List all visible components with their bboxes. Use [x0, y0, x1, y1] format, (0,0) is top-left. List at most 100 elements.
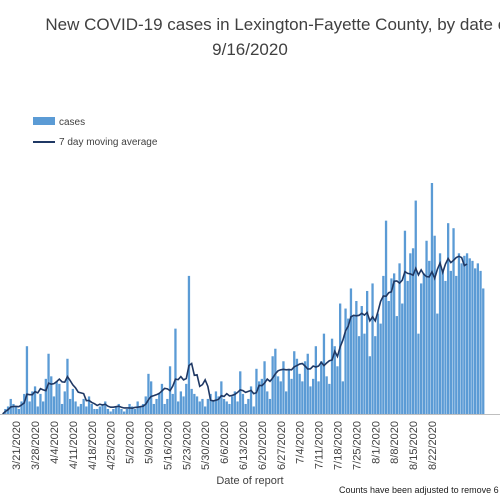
bar-cases	[263, 361, 266, 414]
bar-cases	[457, 253, 461, 414]
chart-title-line2: 9/16/2020	[212, 40, 288, 59]
bar-cases	[368, 356, 371, 414]
x-tick-label: 4/25/2020	[106, 421, 118, 470]
bar-cases	[147, 373, 150, 414]
bar-cases	[125, 408, 128, 414]
bar-cases	[474, 268, 477, 414]
bar-cases	[306, 353, 309, 414]
bar-cases	[476, 263, 479, 414]
bar-cases	[228, 403, 231, 414]
bar-cases	[217, 396, 220, 414]
bar-cases	[468, 258, 471, 414]
bar-cases	[63, 391, 66, 414]
bar-cases	[417, 333, 420, 414]
bar-cases	[212, 401, 215, 414]
bar-cases	[276, 376, 280, 414]
bar-cases	[71, 388, 74, 414]
x-tick-label: 8/22/2020	[427, 421, 439, 470]
bar-cases	[382, 275, 385, 414]
bar-cases	[452, 228, 455, 414]
bar-cases	[295, 358, 299, 414]
bar-cases	[330, 338, 334, 414]
legend: cases 7 day moving average	[33, 117, 158, 148]
bar-cases	[349, 288, 353, 414]
bar-cases	[239, 371, 242, 414]
bar-cases	[411, 248, 415, 414]
bar-cases	[314, 346, 317, 414]
x-tick-label: 5/2/2020	[125, 421, 137, 464]
bar-cases	[433, 235, 436, 414]
x-tick-label: 8/1/2020	[370, 421, 382, 464]
x-tick-label: 7/25/2020	[351, 421, 363, 470]
bar-cases	[36, 406, 39, 414]
bar-cases	[363, 333, 366, 414]
bar-cases	[395, 316, 398, 414]
bar-cases	[171, 393, 174, 414]
bar-cases	[347, 318, 350, 414]
bar-cases	[268, 398, 272, 414]
bar-cases	[187, 275, 191, 414]
x-tick-label: 8/15/2020	[408, 421, 420, 470]
bar-cases	[220, 381, 223, 414]
bar-cases	[333, 346, 336, 414]
bar-cases	[320, 361, 323, 414]
bar-cases	[301, 381, 304, 414]
bar-cases	[258, 381, 261, 414]
bar-cases	[163, 403, 166, 414]
bar-cases	[50, 376, 53, 414]
x-tick-label: 7/11/2020	[314, 421, 326, 469]
bar-cases	[225, 401, 228, 414]
bar-cases	[441, 270, 444, 414]
x-tick-label: 4/11/2020	[68, 421, 80, 469]
bar-cases	[422, 273, 425, 414]
bar-cases	[177, 401, 180, 414]
bar-cases	[58, 383, 61, 414]
bar-cases	[96, 408, 99, 414]
bar-cases	[425, 240, 428, 414]
bar-cases	[87, 396, 91, 414]
x-tick-label: 5/30/2020	[200, 421, 212, 470]
bar-cases	[93, 408, 96, 414]
bar-cases	[341, 381, 344, 414]
bar-cases	[322, 333, 326, 414]
x-tick-label: 3/28/2020	[30, 421, 42, 470]
bar-cases	[384, 220, 388, 414]
bar-cases	[449, 270, 452, 414]
bar-cases	[98, 406, 101, 414]
bar-cases	[42, 401, 45, 414]
bar-cases	[266, 391, 269, 414]
bar-cases	[282, 361, 285, 414]
bar-cases	[60, 403, 64, 414]
footnote: Counts have been adjusted to remove 6	[339, 485, 499, 495]
bar-cases	[193, 393, 196, 414]
bar-cases	[355, 301, 358, 414]
bar-cases	[293, 351, 296, 414]
bar-cases	[428, 260, 431, 414]
bar-cases	[23, 393, 26, 414]
bar-cases	[117, 403, 120, 414]
bar-cases	[414, 200, 417, 414]
bar-cases	[366, 290, 369, 414]
bar-cases	[190, 388, 193, 414]
bar-cases	[360, 306, 363, 414]
bar-cases	[128, 403, 131, 414]
bar-cases	[401, 303, 404, 414]
bar-cases	[106, 408, 110, 414]
bar-cases	[52, 396, 56, 414]
bar-cases	[406, 280, 409, 414]
bar-cases	[357, 336, 361, 414]
x-axis-title: Date of report	[216, 475, 283, 487]
chart-title-line1: New COVID-19 cases in Lexington-Fayette …	[45, 15, 500, 34]
bar-cases	[104, 401, 107, 414]
bar-cases	[82, 398, 85, 414]
bar-cases	[144, 396, 147, 414]
bar-cases	[66, 358, 69, 414]
bar-cases	[271, 356, 274, 414]
bar-cases	[39, 393, 42, 414]
bar-series-cases	[4, 183, 485, 414]
x-tick-label: 5/16/2020	[162, 421, 174, 470]
x-tick-label: 3/21/2020	[11, 421, 23, 470]
bar-cases	[90, 403, 93, 414]
x-tick-label: 5/23/2020	[181, 421, 193, 470]
